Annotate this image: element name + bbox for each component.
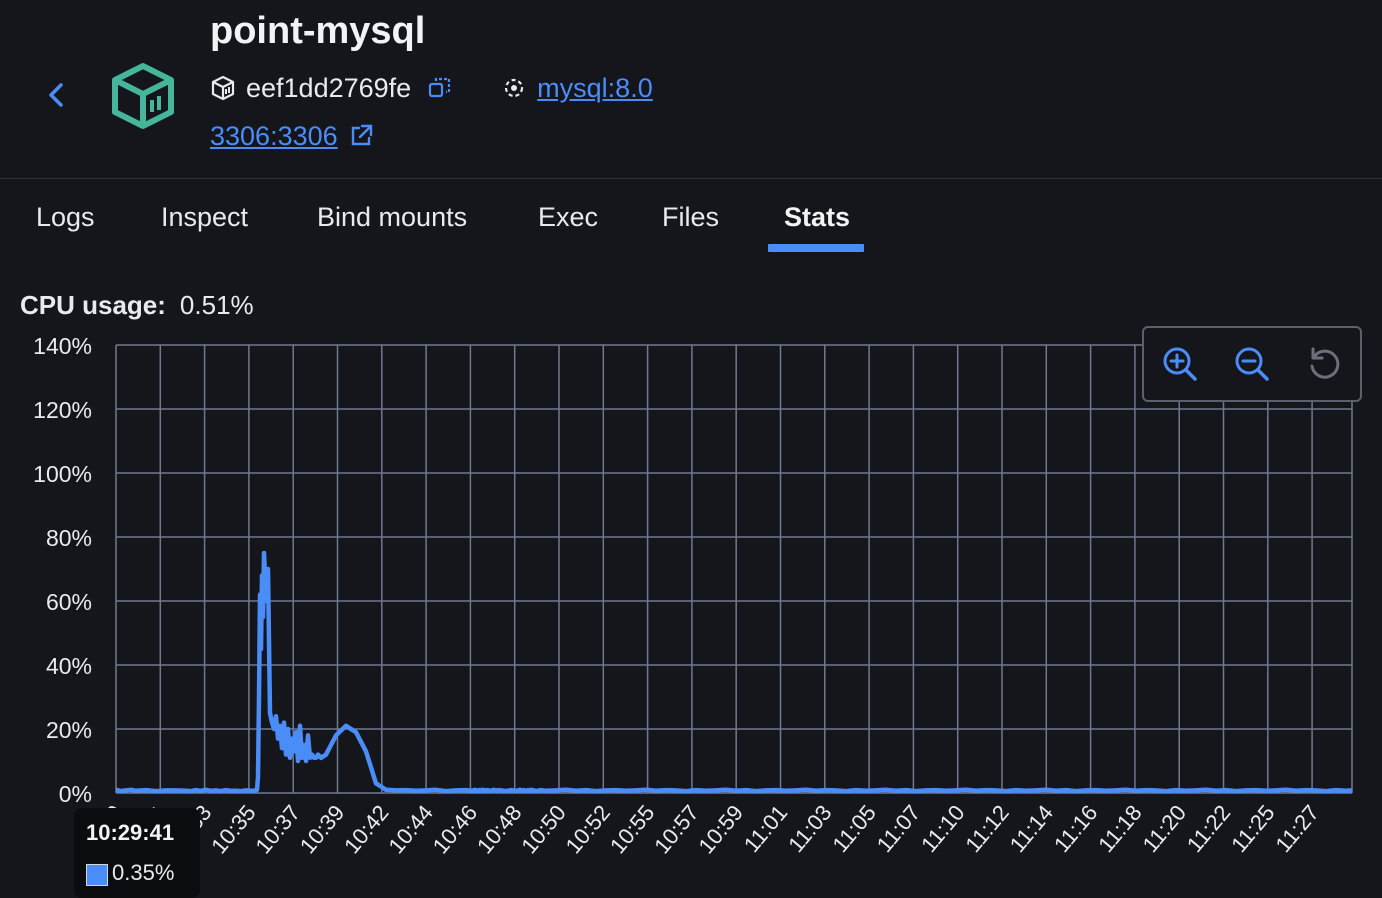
- cpu-usage-line: [115, 550, 1353, 794]
- tab-stats[interactable]: Stats: [784, 202, 851, 232]
- tab-exec[interactable]: Exec: [538, 202, 599, 232]
- x-tick-label: 11:18: [1093, 800, 1146, 857]
- tooltip-value: 0.35%: [112, 860, 175, 885]
- x-tick-label: 11:20: [1138, 800, 1191, 857]
- cpu-usage-value: 0.51%: [179, 290, 254, 320]
- image-icon: [505, 78, 524, 98]
- x-tick-label: 10:48: [472, 800, 527, 858]
- tab-bind-mounts[interactable]: Bind mounts: [317, 202, 468, 232]
- container-id: eef1dd2769fe: [246, 72, 412, 103]
- container-header: point-mysql eef1dd2769fe mysql:8.0 3306:…: [0, 0, 1382, 179]
- tooltip-time: 10:29:41: [86, 820, 175, 845]
- x-tick-label: 10:37: [250, 800, 305, 858]
- x-tick-label: 11:10: [916, 800, 969, 857]
- container-meta: eef1dd2769fe mysql:8.0: [210, 70, 653, 106]
- zoom-in-icon[interactable]: [1160, 344, 1200, 384]
- x-tick-label: 10:39: [295, 800, 350, 858]
- x-tick-label: 11:05: [827, 800, 880, 857]
- page-title: point-mysql: [210, 10, 426, 52]
- tab-bar: Logs Inspect Bind mounts Exec Files Stat…: [0, 180, 1382, 260]
- x-tick-label: 10:44: [383, 800, 438, 858]
- x-tick-label: 11:12: [960, 800, 1013, 857]
- y-tick-label: 20%: [46, 717, 92, 743]
- container-cube-icon: [211, 75, 235, 101]
- x-tick-label: 10:55: [605, 800, 660, 858]
- external-link-icon[interactable]: [348, 123, 374, 149]
- x-tick-label: 10:42: [339, 800, 394, 858]
- image-link[interactable]: mysql:8.0: [537, 72, 653, 103]
- x-tick-label: 10:59: [693, 800, 748, 858]
- y-tick-label: 40%: [46, 653, 92, 679]
- zoom-controls: [1142, 326, 1362, 402]
- x-tick-label: 10:35: [206, 800, 261, 858]
- y-tick-label: 120%: [33, 397, 92, 423]
- tab-files[interactable]: Files: [662, 202, 720, 232]
- active-tab-indicator: [768, 244, 864, 252]
- cpu-usage-summary: CPU usage: 0.51%: [20, 290, 254, 321]
- port-mapping: 3306:3306: [210, 118, 374, 154]
- y-tick-label: 100%: [33, 461, 92, 487]
- y-tick-label: 60%: [46, 589, 92, 615]
- x-tick-label: 11:14: [1005, 800, 1058, 857]
- x-tick-label: 11:07: [872, 800, 925, 857]
- x-tick-label: 10:50: [516, 800, 571, 858]
- cpu-usage-chart[interactable]: 0%20%40%60%80%100%120%140%10:2910:3110:3…: [0, 330, 1382, 898]
- y-tick-label: 0%: [59, 781, 92, 807]
- x-tick-label: 10:46: [428, 800, 483, 858]
- x-tick-label: 11:25: [1226, 800, 1279, 857]
- tab-inspect[interactable]: Inspect: [161, 202, 249, 232]
- copy-icon[interactable]: [427, 75, 453, 101]
- container-app-icon: [112, 63, 174, 129]
- x-tick-label: 11:22: [1182, 800, 1235, 857]
- x-tick-label: 10:52: [561, 800, 616, 858]
- cpu-usage-label: CPU usage:: [20, 290, 166, 320]
- zoom-out-icon[interactable]: [1232, 344, 1272, 384]
- x-tick-label: 11:01: [739, 800, 792, 857]
- tooltip-series-swatch: [86, 864, 108, 886]
- x-tick-label: 11:16: [1049, 800, 1102, 857]
- x-tick-label: 10:57: [649, 800, 704, 858]
- x-tick-label: 11:27: [1270, 800, 1323, 857]
- y-tick-label: 80%: [46, 525, 92, 551]
- port-link[interactable]: 3306:3306: [210, 120, 338, 151]
- tab-logs[interactable]: Logs: [36, 202, 95, 232]
- reset-zoom-icon[interactable]: [1304, 344, 1344, 384]
- x-tick-label: 11:03: [783, 800, 836, 857]
- back-chevron-icon[interactable]: [40, 78, 74, 112]
- chart-tooltip: 10:29:41 0.35%: [74, 808, 200, 898]
- y-tick-label: 140%: [33, 333, 92, 359]
